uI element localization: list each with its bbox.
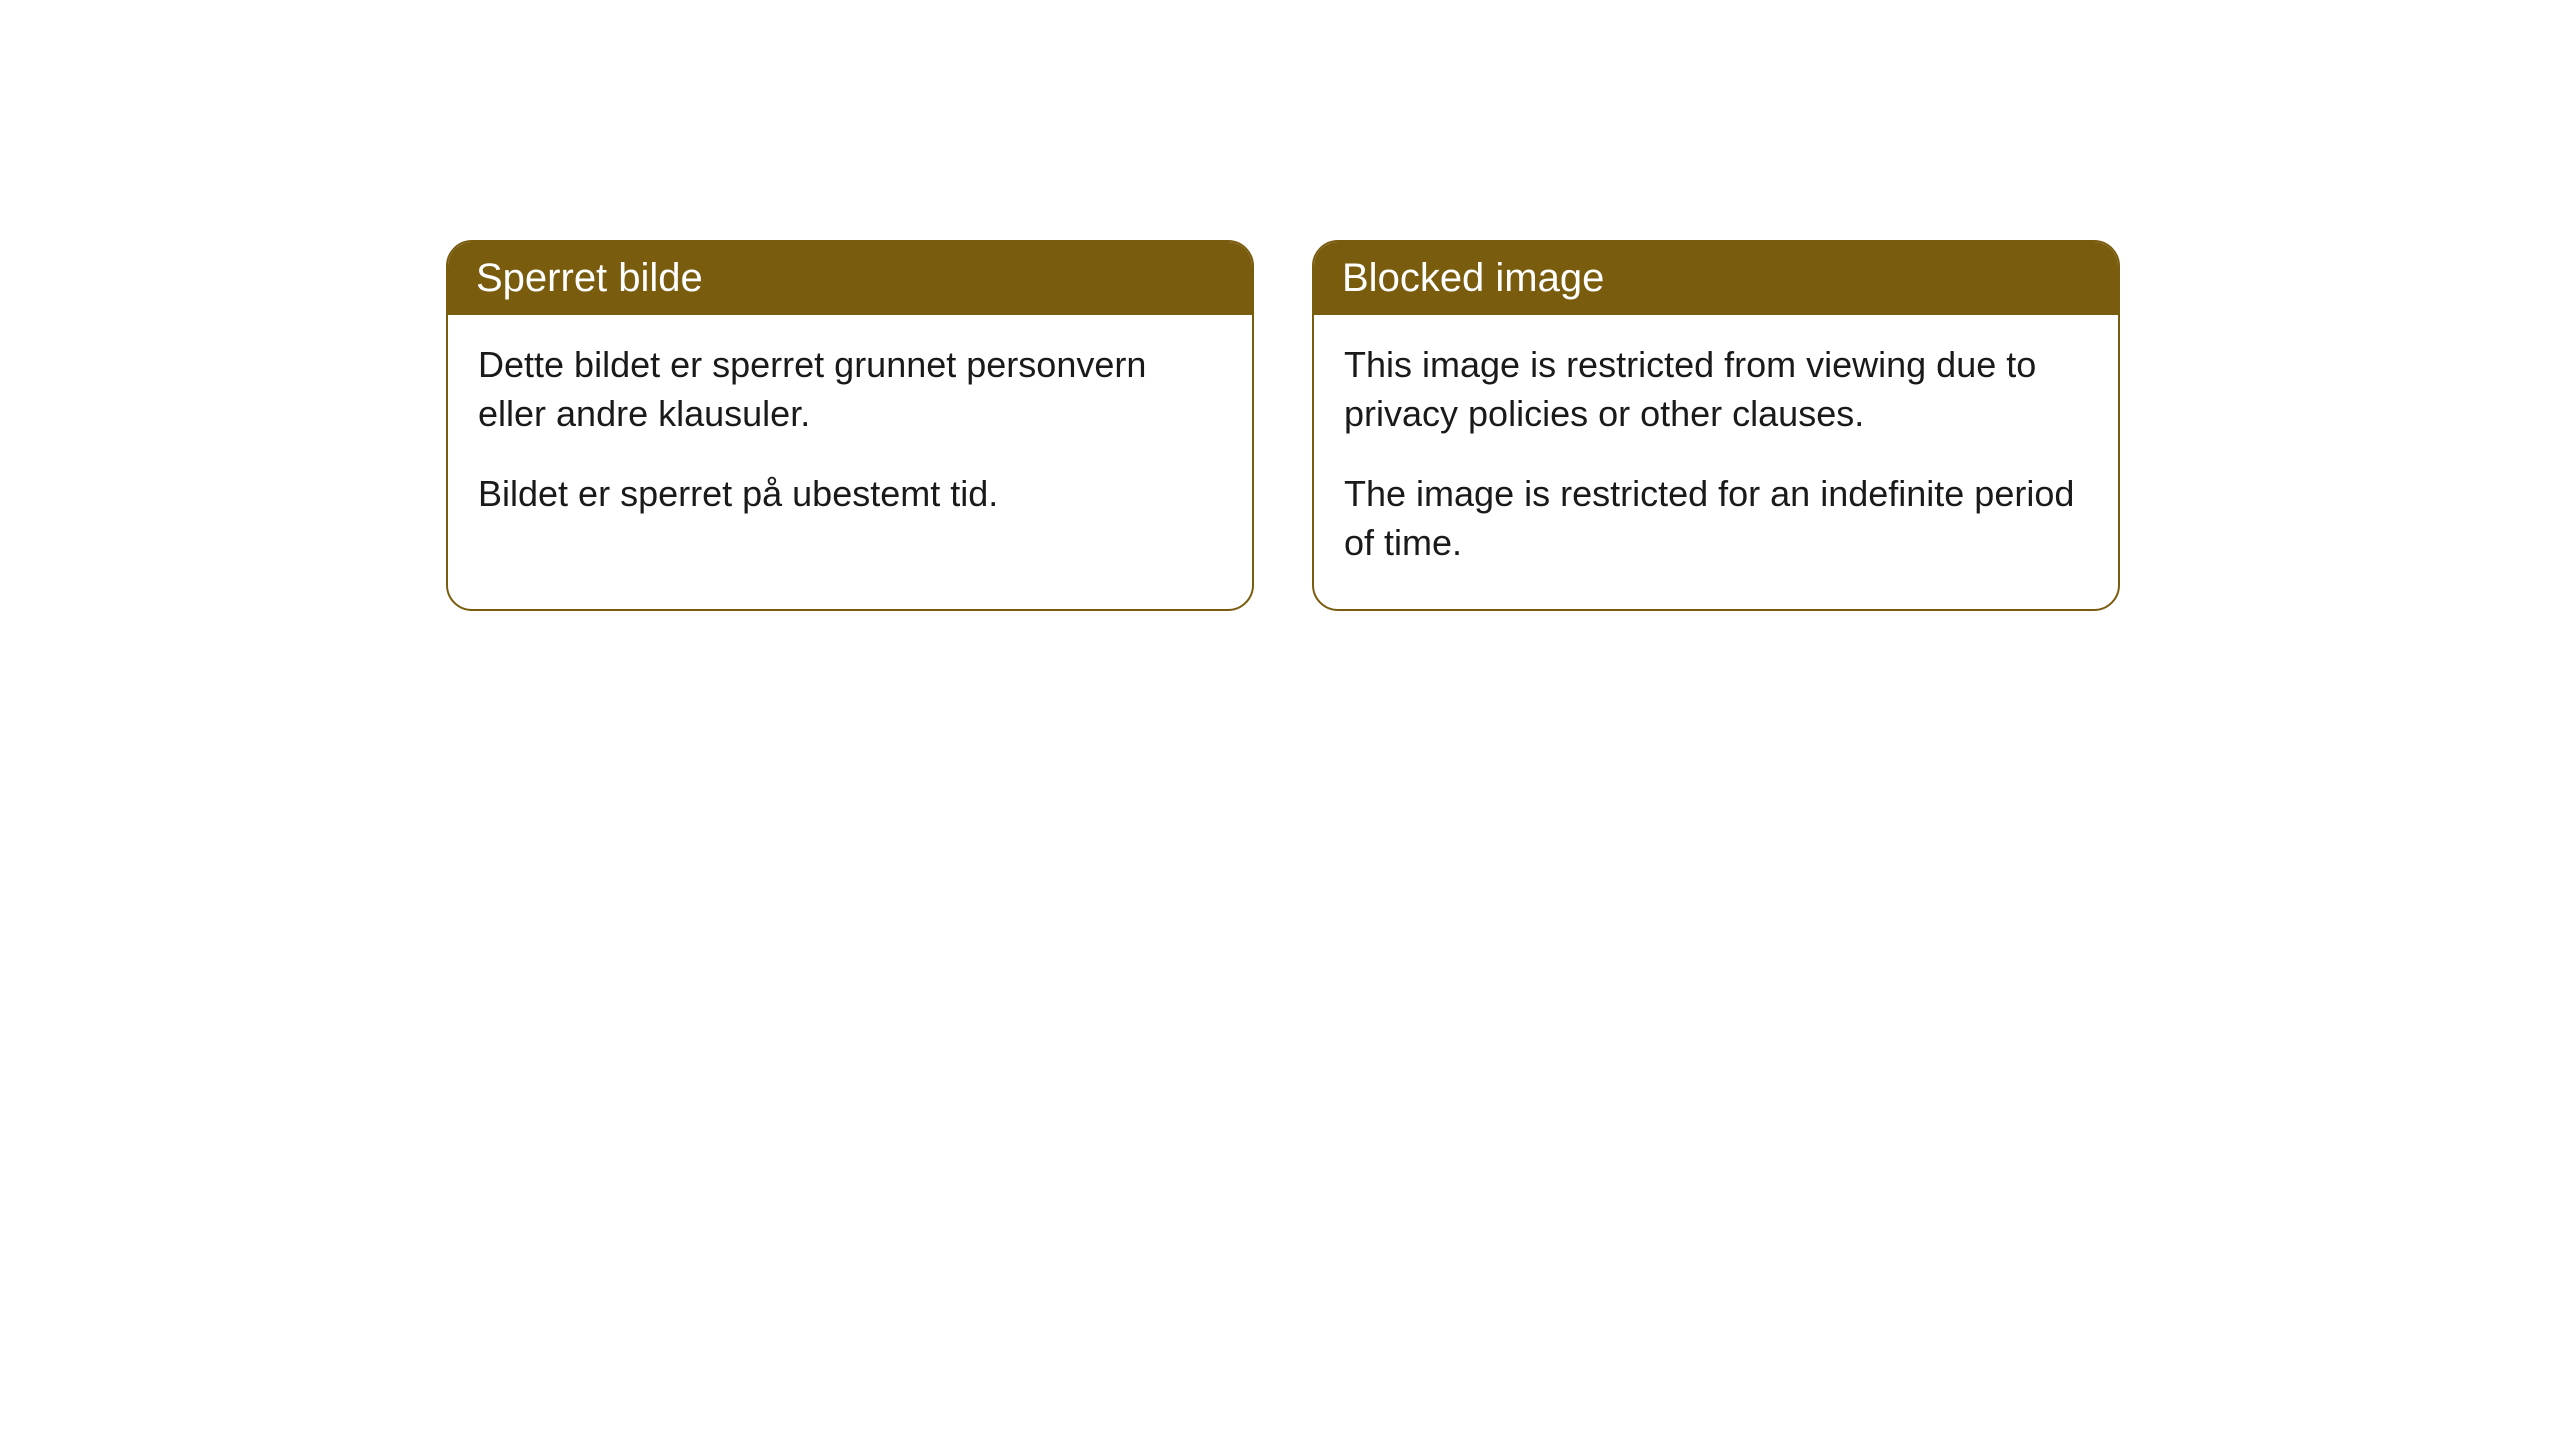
blocked-image-card-norwegian: Sperret bilde Dette bildet er sperret gr… <box>446 240 1254 611</box>
card-body-norwegian: Dette bildet er sperret grunnet personve… <box>448 315 1252 561</box>
cards-container: Sperret bilde Dette bildet er sperret gr… <box>0 0 2560 611</box>
card-body-english: This image is restricted from viewing du… <box>1314 315 2118 609</box>
card-header-english: Blocked image <box>1314 242 2118 315</box>
card-paragraph-2: Bildet er sperret på ubestemt tid. <box>478 470 1222 519</box>
card-header-norwegian: Sperret bilde <box>448 242 1252 315</box>
card-title: Sperret bilde <box>476 256 703 300</box>
card-paragraph-1: This image is restricted from viewing du… <box>1344 341 2088 438</box>
card-paragraph-1: Dette bildet er sperret grunnet personve… <box>478 341 1222 438</box>
blocked-image-card-english: Blocked image This image is restricted f… <box>1312 240 2120 611</box>
card-paragraph-2: The image is restricted for an indefinit… <box>1344 470 2088 567</box>
card-title: Blocked image <box>1342 256 1604 300</box>
